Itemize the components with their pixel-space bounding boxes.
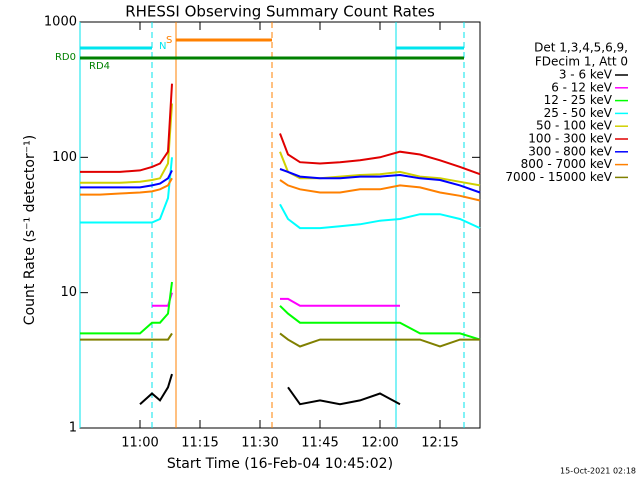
series-line: [80, 168, 481, 194]
y-tick-label: 10: [60, 285, 77, 300]
y-tick-label: 1: [69, 421, 77, 436]
legend-label: 7000 - 15000 keV: [505, 170, 612, 184]
legend-label: 50 - 100 keV: [536, 119, 613, 133]
legend-label: 3 - 6 keV: [559, 68, 613, 82]
y-tick-label: 100: [52, 150, 77, 165]
x-tick-label: 11:45: [301, 436, 338, 451]
series-line: [80, 157, 481, 230]
legend-label: 6 - 12 keV: [551, 80, 613, 94]
x-tick-label: 12:00: [361, 436, 398, 451]
saa-label: S: [166, 35, 172, 46]
series-line: [80, 177, 481, 202]
legend-label: 300 - 800 keV: [528, 144, 612, 158]
night-label: N: [159, 41, 166, 52]
chart-title: RHESSI Observing Summary Count Rates: [125, 3, 435, 21]
series-line: [80, 83, 481, 176]
footer: 15-Oct-2021 02:18: [560, 467, 636, 476]
legend-header: Det 1,3,4,5,6,9,: [534, 41, 628, 55]
x-tick-label: 12:15: [421, 436, 458, 451]
legend-header: FDecim 1, Att 0: [535, 55, 628, 69]
x-tick-label: 11:15: [181, 436, 218, 451]
series-line: [152, 292, 400, 307]
legend-label: 100 - 300 keV: [528, 132, 612, 146]
legend-label: 25 - 50 keV: [544, 106, 613, 120]
series-line: [139, 373, 401, 406]
x-axis-title: Start Time (16-Feb-04 10:45:02): [167, 456, 393, 472]
y-tick-label: 1000: [44, 15, 77, 30]
x-tick-label: 11:00: [121, 436, 158, 451]
series-line: [80, 103, 481, 187]
decimation-label: RD4: [89, 61, 110, 72]
y-axis-title: Count Rate (s⁻¹ detector⁻¹): [22, 135, 38, 325]
plot-frame: [79, 21, 481, 429]
series-line: [80, 332, 480, 348]
legend-label: 800 - 7000 keV: [521, 157, 613, 171]
series-line: [80, 281, 481, 341]
decimation-label: RD0: [55, 52, 76, 63]
legend-label: 12 - 25 keV: [544, 93, 613, 107]
x-tick-label: 11:30: [241, 436, 278, 451]
